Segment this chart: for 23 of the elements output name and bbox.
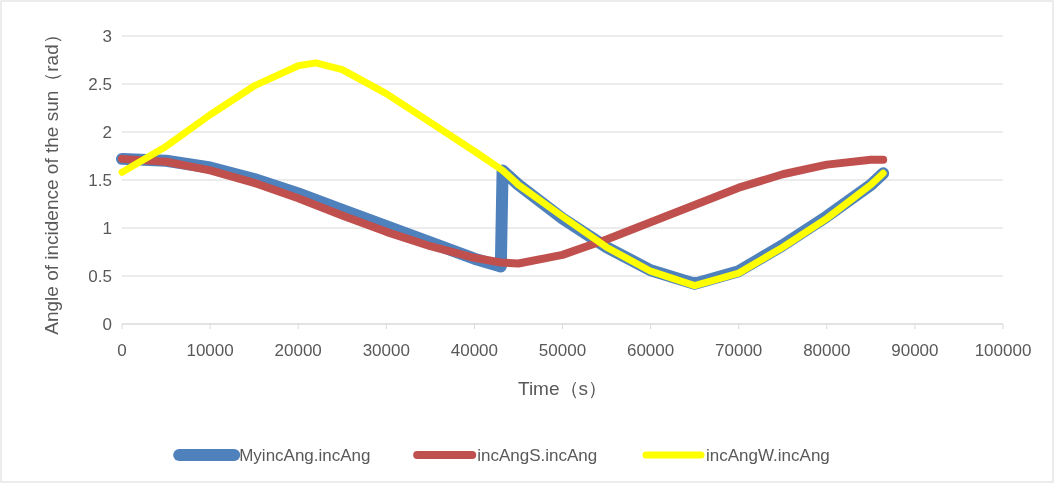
x-tick-label: 100000 <box>974 341 1032 360</box>
y-tick-label: 3 <box>102 27 112 46</box>
x-tick-label: 60000 <box>626 341 675 360</box>
x-tick-label: 80000 <box>803 341 851 360</box>
legend-label: MyincAng.incAng <box>239 446 371 465</box>
y-tick-label: 0.5 <box>88 267 112 286</box>
y-axis-title: Angle of incidence of the sun（rad） <box>41 25 62 335</box>
y-tick-label: 1.5 <box>88 171 112 190</box>
x-tick-label: 0 <box>117 341 127 360</box>
x-tick-label: 40000 <box>450 341 499 360</box>
x-tick-label: 90000 <box>891 341 939 360</box>
x-axis-title: Time（s） <box>517 378 608 399</box>
x-tick-label: 10000 <box>186 341 234 360</box>
x-tick-label: 70000 <box>715 341 763 360</box>
x-tick-label: 50000 <box>538 341 587 360</box>
legend-label: incAngS.incAng <box>477 446 598 465</box>
legend-label: incAngW.incAng <box>706 446 830 465</box>
y-tick-label: 2.5 <box>88 75 112 94</box>
y-tick-label: 1 <box>102 219 112 238</box>
y-tick-label: 2 <box>102 123 112 142</box>
x-tick-label: 20000 <box>274 341 322 360</box>
y-tick-label: 0 <box>102 315 112 334</box>
x-tick-label: 30000 <box>362 341 410 360</box>
